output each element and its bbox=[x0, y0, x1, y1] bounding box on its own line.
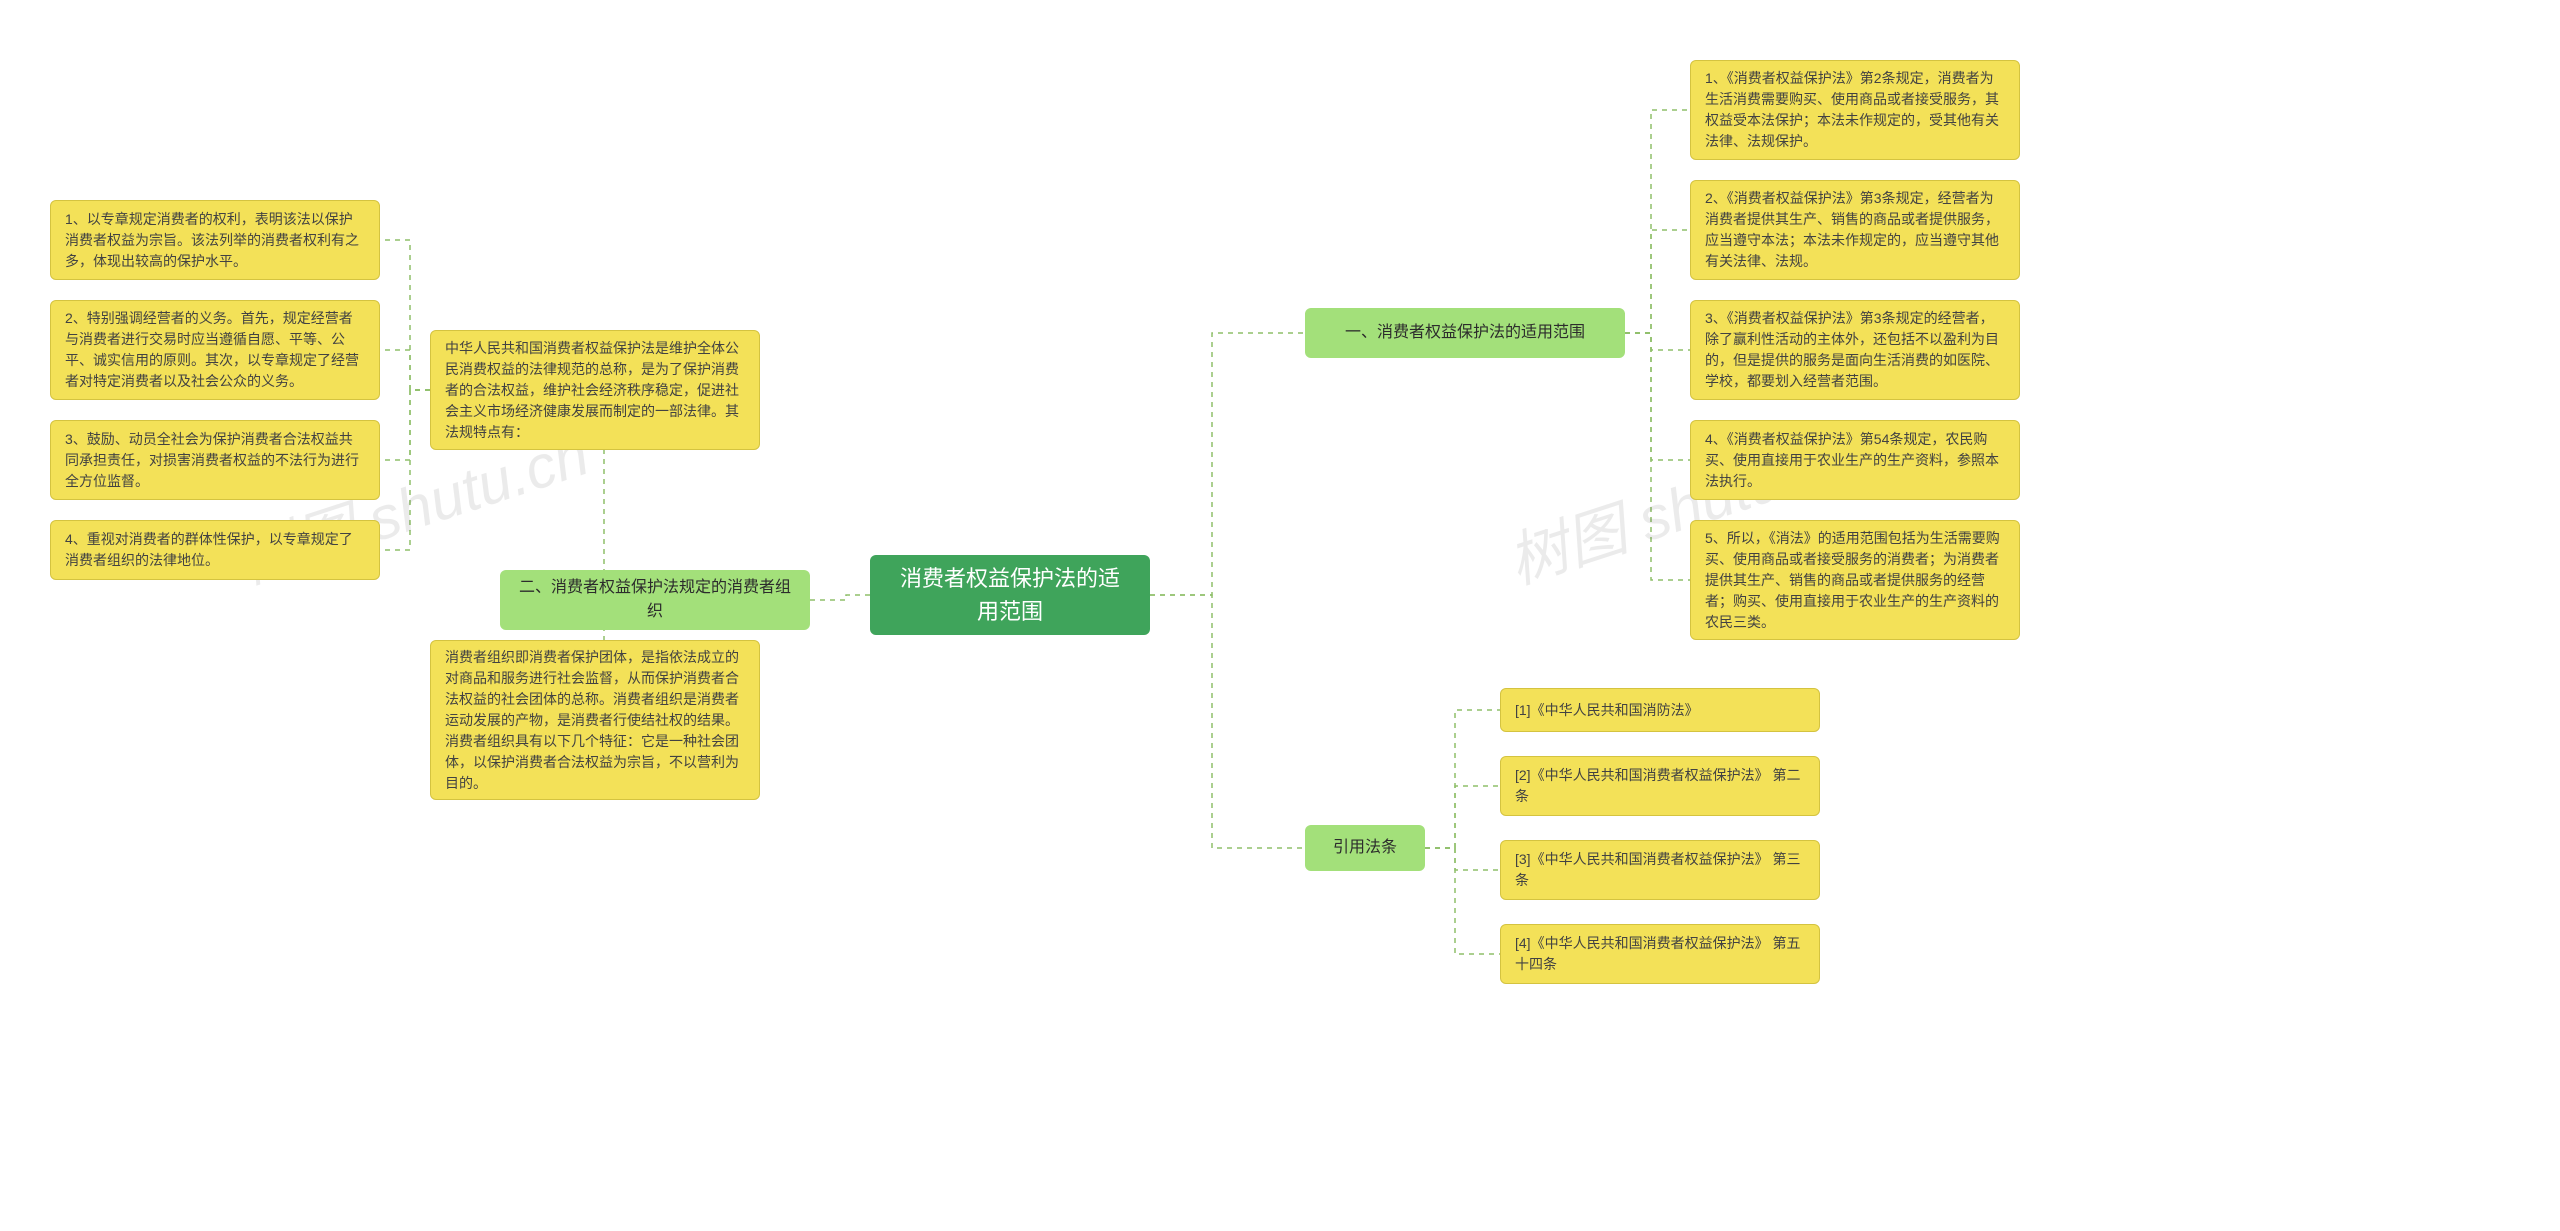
leaf-scope-3: 3、《消费者权益保护法》第3条规定的经营者，除了赢利性活动的主体外，还包括不以盈… bbox=[1690, 300, 2020, 400]
leaf-cite-1: [1]《中华人民共和国消防法》 bbox=[1500, 688, 1820, 732]
connector-layer bbox=[0, 0, 2560, 1231]
leaf-cite-4: [4]《中华人民共和国消费者权益保护法》 第五十四条 bbox=[1500, 924, 1820, 984]
leaf-org-feat-1: 1、以专章规定消费者的权利，表明该法以保护消费者权益为宗旨。该法列举的消费者权利… bbox=[50, 200, 380, 280]
leaf-org-def: 消费者组织即消费者保护团体，是指依法成立的对商品和服务进行社会监督，从而保护消费… bbox=[430, 640, 760, 800]
leaf-org-feat-3: 3、鼓励、动员全社会为保护消费者合法权益共同承担责任，对损害消费者权益的不法行为… bbox=[50, 420, 380, 500]
branch-citations[interactable]: 引用法条 bbox=[1305, 825, 1425, 871]
branch-scope[interactable]: 一、消费者权益保护法的适用范围 bbox=[1305, 308, 1625, 358]
leaf-org-intro: 中华人民共和国消费者权益保护法是维护全体公民消费权益的法律规范的总称，是为了保护… bbox=[430, 330, 760, 450]
leaf-org-feat-4: 4、重视对消费者的群体性保护，以专章规定了消费者组织的法律地位。 bbox=[50, 520, 380, 580]
leaf-scope-1: 1、《消费者权益保护法》第2条规定，消费者为生活消费需要购买、使用商品或者接受服… bbox=[1690, 60, 2020, 160]
leaf-scope-5: 5、所以，《消法》的适用范围包括为生活需要购买、使用商品或者接受服务的消费者；为… bbox=[1690, 520, 2020, 640]
leaf-scope-4: 4、《消费者权益保护法》第54条规定，农民购买、使用直接用于农业生产的生产资料，… bbox=[1690, 420, 2020, 500]
leaf-org-feat-2: 2、特别强调经营者的义务。首先，规定经营者与消费者进行交易时应当遵循自愿、平等、… bbox=[50, 300, 380, 400]
branch-org[interactable]: 二、消费者权益保护法规定的消费者组织 bbox=[500, 570, 810, 630]
leaf-cite-3: [3]《中华人民共和国消费者权益保护法》 第三条 bbox=[1500, 840, 1820, 900]
leaf-cite-2: [2]《中华人民共和国消费者权益保护法》 第二条 bbox=[1500, 756, 1820, 816]
root-node[interactable]: 消费者权益保护法的适用范围 bbox=[870, 555, 1150, 635]
leaf-scope-2: 2、《消费者权益保护法》第3条规定，经营者为消费者提供其生产、销售的商品或者提供… bbox=[1690, 180, 2020, 280]
